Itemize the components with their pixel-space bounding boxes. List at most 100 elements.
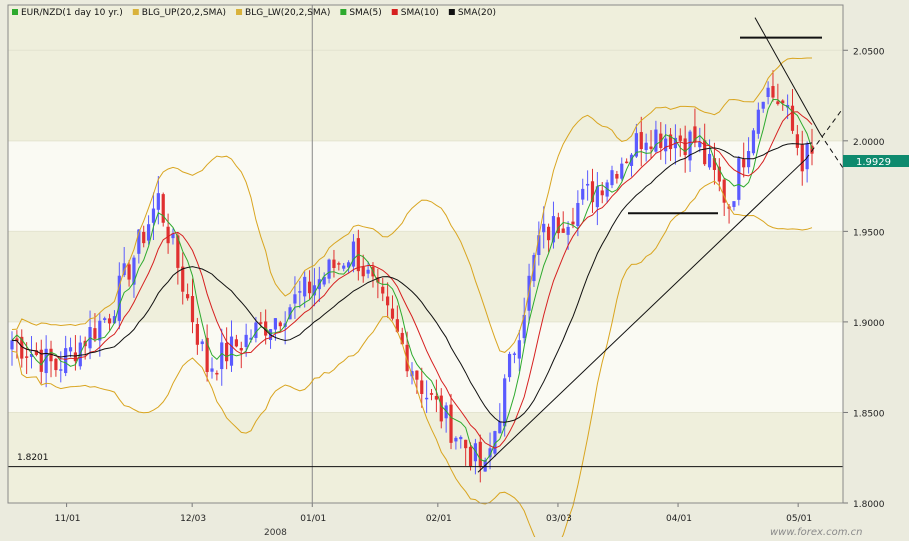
y-tick-label: 1.9500 xyxy=(853,228,885,238)
candle-body xyxy=(181,266,185,292)
candle-body xyxy=(503,378,507,427)
axes: 1.8000 1.8500 1.9000 1.9500 2.0000 2.0500 11/0… xyxy=(7,4,885,524)
candle-body xyxy=(493,431,497,454)
candle-body xyxy=(542,223,546,233)
candle-body xyxy=(551,216,556,243)
candle-body xyxy=(293,294,297,304)
candle-body xyxy=(664,138,668,152)
candle-body xyxy=(732,201,736,207)
candle-body xyxy=(54,358,58,371)
candle-body xyxy=(346,262,351,268)
candle-body xyxy=(698,142,702,148)
candle-body xyxy=(98,320,102,341)
candle-body xyxy=(488,448,492,458)
candle-body xyxy=(249,337,253,340)
candle-body xyxy=(693,126,697,143)
y-tick-label: 1.8500 xyxy=(853,409,885,419)
candle-body xyxy=(512,353,517,355)
background-bands xyxy=(8,5,843,503)
candle-body xyxy=(298,291,302,293)
indicator-lines xyxy=(11,57,813,541)
legend-label: SMA(10) xyxy=(401,8,439,18)
band xyxy=(8,50,843,141)
x-tick-label: 03/03 xyxy=(546,514,572,524)
candle-body xyxy=(34,350,38,355)
legend: EUR/NZD(1 day 10 yr.) BLG_UP(20,2,SMA) BLG… xyxy=(12,8,496,18)
candle-body xyxy=(532,255,536,282)
candle-body xyxy=(449,404,453,443)
candle-body xyxy=(639,132,643,150)
legend-swatch xyxy=(391,9,398,15)
candle-body xyxy=(625,161,629,164)
candle-body xyxy=(795,134,799,148)
candle-body xyxy=(668,134,673,150)
candle-body xyxy=(322,276,326,285)
rising-trendline xyxy=(477,158,807,473)
candle-body xyxy=(586,183,590,186)
candle-body xyxy=(678,135,682,141)
x-tick-label: 02/01 xyxy=(426,514,452,524)
candle-body xyxy=(137,229,141,254)
y-tick-label: 1.8000 xyxy=(853,500,885,510)
plot-border xyxy=(7,4,844,504)
candle-body xyxy=(122,263,126,276)
candle-body xyxy=(327,259,331,279)
candle-body xyxy=(332,259,336,268)
candle-body xyxy=(405,344,409,372)
candle-body xyxy=(366,269,370,274)
candle-body xyxy=(722,179,726,203)
candle-body xyxy=(537,235,541,255)
candle-body xyxy=(190,296,195,323)
candle-body xyxy=(615,173,619,179)
candle-body xyxy=(429,393,434,395)
candle-body xyxy=(590,181,595,203)
legend-label: EUR/NZD(1 day 10 yr.) xyxy=(21,8,123,18)
candle-body xyxy=(522,314,526,339)
candle-body xyxy=(73,352,78,362)
candle-body xyxy=(278,322,282,327)
candle-body xyxy=(790,105,795,131)
candle-body xyxy=(127,264,131,280)
candle-body xyxy=(68,347,73,352)
candle-body xyxy=(478,441,482,468)
candle-body xyxy=(112,316,117,324)
bollinger-upper-line xyxy=(11,57,812,353)
candle-body xyxy=(415,370,419,380)
candle-body xyxy=(195,323,199,345)
candle-body xyxy=(781,100,785,104)
last-price-badge-bg xyxy=(843,155,909,167)
legend-swatch xyxy=(12,9,18,15)
legend-swatch xyxy=(448,9,455,15)
candle-body xyxy=(254,322,258,338)
x-tick-label: 04/01 xyxy=(666,514,692,524)
candle-body xyxy=(117,275,121,321)
candle-body xyxy=(390,308,395,319)
candle-body xyxy=(44,348,48,374)
candle-body xyxy=(742,158,746,168)
falling-trendline-extension xyxy=(819,133,844,169)
candle-body xyxy=(805,143,809,170)
y-tick-label: 2.0500 xyxy=(853,47,885,57)
candle-body xyxy=(561,228,565,233)
candle-body xyxy=(229,336,234,366)
candle-body xyxy=(425,397,429,400)
candle-body xyxy=(756,109,760,134)
candle-body xyxy=(576,202,580,227)
candle-body xyxy=(151,208,156,223)
candle-body xyxy=(132,257,136,285)
x-tick-label: 12/03 xyxy=(180,514,206,524)
legend-swatch xyxy=(132,9,139,15)
candle-body xyxy=(776,101,780,105)
candle-body xyxy=(649,146,653,149)
candle-body xyxy=(39,349,43,372)
sma5-line xyxy=(11,98,813,462)
candle-body xyxy=(737,158,741,200)
candle-body xyxy=(395,319,399,332)
candle-body xyxy=(439,395,443,422)
candle-body xyxy=(766,87,770,97)
candle-body xyxy=(103,318,107,321)
candle-body xyxy=(239,348,243,351)
legend-swatch xyxy=(340,9,347,15)
trend-lines xyxy=(8,17,844,473)
candle-body xyxy=(225,342,229,362)
